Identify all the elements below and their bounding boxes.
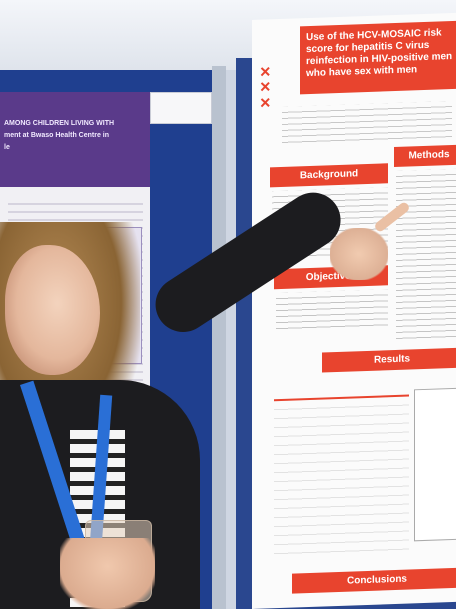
results-plot <box>414 387 456 542</box>
poster-authors <box>282 101 452 147</box>
section-background: Background <box>270 163 388 188</box>
results-table <box>274 394 409 562</box>
section-results: Results <box>322 347 456 373</box>
woman-hand <box>330 228 388 280</box>
poster-title: Use of the HCV-MOSAIC risk score for hep… <box>300 20 456 95</box>
board-label <box>150 92 212 124</box>
poster-right: × × × Use of the HCV-MOSAIC risk score for… <box>252 12 456 609</box>
poster-left-header: AMONG CHILDREN LIVING WITH ment at Bwaso… <box>0 92 150 187</box>
poster-left-title-3: le <box>4 144 10 151</box>
methods-text <box>396 168 456 341</box>
poster-left-title-1: AMONG CHILDREN LIVING WITH <box>4 120 115 127</box>
board-frame <box>212 66 226 609</box>
woman-face <box>5 245 100 375</box>
section-methods: Methods <box>394 144 456 168</box>
logo-x-icon: × × × <box>260 61 271 113</box>
objectives-text <box>276 289 388 334</box>
section-conclusions: Conclusions <box>292 567 456 594</box>
woman-hand-holding-glass <box>60 538 155 609</box>
poster-left-title-2: ment at Bwaso Health Centre in <box>4 132 110 139</box>
